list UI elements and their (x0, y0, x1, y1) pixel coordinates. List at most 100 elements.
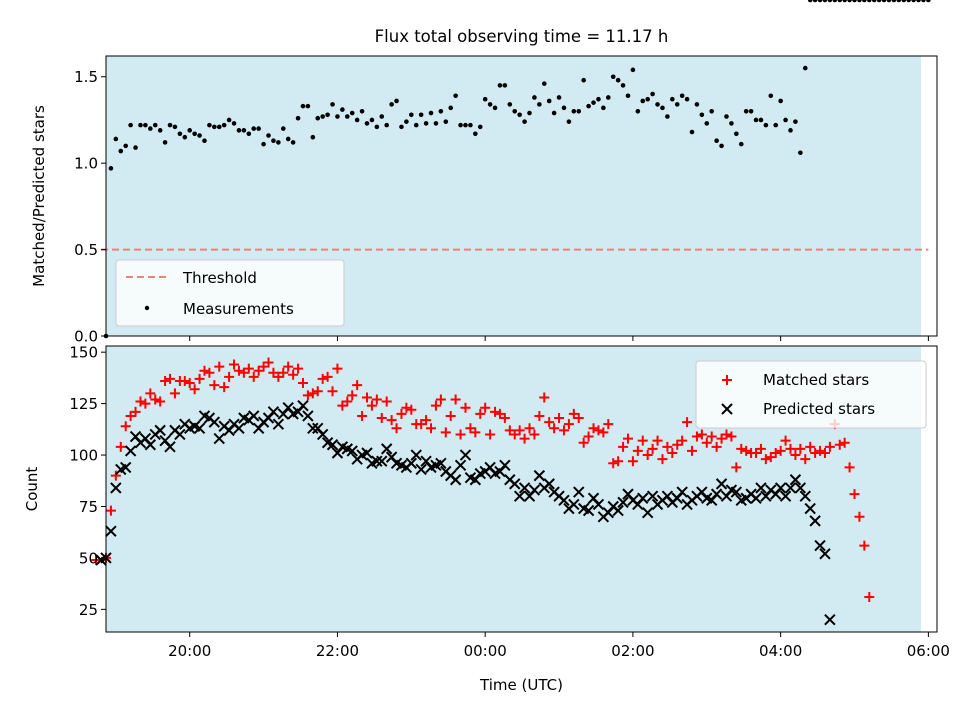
measurement-point (655, 102, 660, 107)
matched-star-point (613, 456, 624, 467)
measurement-point (148, 126, 153, 131)
predicted-star-point (376, 455, 388, 467)
y-tick-label: 25 (79, 601, 98, 619)
matched-star-point (376, 413, 387, 424)
measurement-point (133, 145, 138, 150)
predicted-star-point (410, 449, 422, 461)
matched-star-point (229, 359, 240, 370)
measurement-point (670, 96, 675, 102)
measurement-point (157, 128, 163, 133)
matched-star-point (455, 429, 466, 440)
matched-star-point (760, 454, 771, 465)
x-tick-label: 02:00 (611, 642, 654, 660)
predicted-star-point (528, 484, 541, 496)
matched-star-point (233, 365, 244, 376)
predicted-star-point (789, 474, 802, 486)
measurement-point (315, 115, 321, 121)
measurement-point (906, 0, 911, 3)
y-tick-label: 0.0 (74, 328, 98, 346)
measurement-point (379, 114, 385, 119)
legend-measurements-swatch (144, 305, 150, 311)
measurement-point (881, 0, 887, 3)
measurement-point (280, 126, 286, 131)
matched-star-point (440, 427, 451, 438)
measurement-point (443, 119, 449, 124)
matched-star-point (480, 402, 491, 413)
predicted-star-point (641, 506, 654, 519)
measurement-point (822, 0, 828, 3)
measurement-point (187, 128, 193, 133)
measurement-point (448, 105, 454, 111)
matched-star-point (426, 423, 437, 434)
measurement-point (896, 0, 902, 3)
measurement-point (571, 109, 577, 114)
matched-star-point (224, 371, 235, 382)
matched-star-point (578, 437, 589, 448)
predicted-star-point (499, 459, 511, 472)
matched-star-point (347, 390, 358, 401)
matched-star-point (110, 470, 121, 481)
y-tick-label: 0.5 (74, 241, 98, 259)
predicted-star-point (750, 492, 762, 504)
x-tick-label: 22:00 (316, 642, 359, 660)
measurement-point (635, 109, 641, 114)
predicted-star-point (558, 494, 570, 507)
matched-star-point (618, 441, 629, 452)
matched-star-point (396, 408, 407, 419)
matched-star-point (406, 404, 417, 415)
predicted-star-point (174, 428, 186, 441)
legend-threshold-label: Threshold (182, 269, 257, 287)
matched-star-point (475, 408, 486, 419)
predicted-star-point (646, 490, 659, 502)
matched-star-point (539, 392, 550, 403)
measurement-point (684, 96, 690, 102)
matched-star-point (529, 429, 540, 440)
matched-star-point (598, 427, 609, 438)
measurement-point (748, 109, 754, 114)
measurement-point (724, 114, 729, 119)
measurement-point (389, 102, 394, 107)
matched-star-point (701, 437, 712, 448)
measurement-point (610, 74, 616, 80)
predicted-star-point (213, 432, 225, 445)
measurement-point (709, 109, 715, 114)
matched-star-point (573, 413, 584, 424)
measurement-point (226, 117, 232, 123)
predicted-star-point (415, 463, 427, 476)
matched-star-point (608, 458, 619, 469)
count-plot-frame (105, 345, 938, 633)
predicted-star-point (573, 486, 585, 498)
measurement-point (645, 96, 650, 102)
predicted-star-point (774, 482, 787, 494)
measurement-point (537, 102, 542, 107)
matched-star-point (430, 400, 441, 411)
predicted-star-point (509, 478, 521, 490)
measurement-point (477, 124, 483, 130)
matched-star-point (293, 363, 304, 374)
matched-star-point (706, 431, 717, 442)
measurement-point (330, 102, 335, 107)
measurement-point (138, 122, 143, 128)
measurement-point (433, 121, 439, 126)
matched-star-point (297, 378, 308, 389)
matched-star-point (844, 462, 855, 473)
legend-matched-label: Matched stars (763, 371, 869, 389)
matched-star-point (859, 540, 870, 551)
measurement-point (566, 119, 572, 124)
measurement-point (349, 110, 355, 116)
measurement-point (246, 131, 252, 137)
matched-star-point (165, 373, 176, 384)
predicted-star-point (799, 490, 811, 502)
matched-star-point (785, 443, 796, 454)
matched-star-point (810, 447, 821, 458)
measurement-point (458, 122, 463, 128)
predicted-star-point (361, 447, 373, 459)
measurement-point (236, 128, 242, 133)
measurement-point (285, 136, 291, 142)
measurement-point (482, 96, 488, 102)
matched-star-point (155, 396, 166, 407)
measurement-point (852, 0, 857, 3)
predicted-star-point (809, 515, 821, 527)
matched-star-point (637, 435, 648, 446)
ratio-legend-box (115, 259, 345, 327)
